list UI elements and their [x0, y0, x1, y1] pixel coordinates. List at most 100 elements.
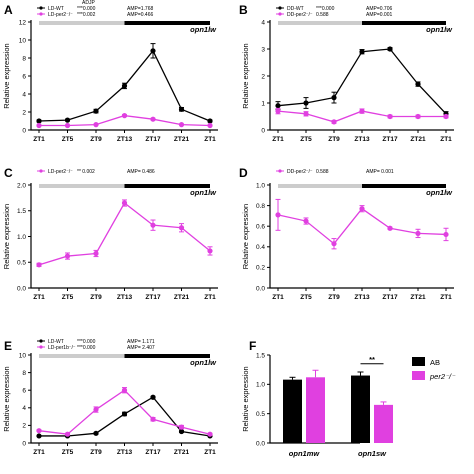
series-line	[39, 396, 211, 437]
panel-e: E 0 2 4 6 8 10 ZT1 ZT5 ZT9 ZT13 ZT17 ZT21 ZT1 Relative…	[2, 339, 218, 456]
x-tick-label: ZT17	[382, 136, 398, 143]
dark-phase-bar	[124, 21, 210, 25]
dark-phase-bar	[362, 184, 446, 188]
x-tick-label: ZT1	[272, 294, 284, 301]
x-tick-label: ZT13	[354, 294, 370, 301]
y-tick-label: 1	[261, 100, 265, 107]
data-point	[331, 95, 337, 101]
x-tick-label: ZT9	[90, 136, 102, 143]
panel-letter: C	[4, 166, 13, 180]
data-point	[178, 424, 185, 430]
y-tick-label: 1.0	[256, 182, 265, 189]
gene-label: opn1lw	[426, 25, 453, 34]
legend-amp: AMP= 0.486	[127, 169, 155, 175]
legend-series-name: LD-WT	[48, 339, 64, 345]
data-point	[64, 117, 71, 123]
data-point	[207, 431, 213, 437]
data-point	[359, 108, 365, 114]
light-phase-bar	[278, 184, 362, 188]
data-point	[331, 119, 337, 125]
bar	[283, 379, 302, 443]
data-point	[121, 83, 128, 89]
legend-swatch	[412, 357, 425, 366]
x-tick-label: ZT21	[174, 136, 190, 143]
legend-stat: ** 0.002	[77, 169, 95, 175]
data-point	[93, 430, 99, 436]
series-0	[36, 43, 213, 124]
data-point	[93, 122, 99, 128]
legend-series-name: LD-per2⁻/⁻	[48, 12, 73, 18]
data-point	[331, 241, 337, 247]
y-tick-label: 3	[261, 46, 265, 53]
legend-amp: AMP= 1.171	[127, 339, 155, 345]
light-phase-bar	[39, 184, 125, 188]
y-tick-label: 0.2	[256, 265, 265, 272]
legend-stat: ***0.000	[77, 339, 96, 345]
data-point	[64, 253, 71, 259]
legend-series-name: LD-per2⁻/⁻	[48, 169, 73, 175]
axis-lines	[30, 183, 218, 289]
panel-letter: B	[239, 3, 248, 17]
panel-c: C 0.0 0.5 1.0 1.5 2.0 ZT1 ZT5 ZT9 ZT13 ZT17 ZT21 ZT1…	[2, 166, 218, 301]
legend-series-name: per2⁻/⁻	[429, 372, 456, 381]
x-tick-label: ZT17	[145, 449, 161, 456]
y-tick-label: 1.5	[17, 208, 26, 215]
y-tick-label: 6	[22, 388, 26, 395]
legend-swatch	[412, 371, 425, 380]
legend-header: ADJP	[82, 0, 95, 6]
y-tick-label: 2	[22, 423, 26, 430]
y-tick-label: 0.0	[256, 440, 265, 447]
gene-label: opn1lw	[190, 188, 217, 197]
data-point	[150, 48, 156, 54]
data-point	[36, 428, 42, 434]
y-tick-label: 12	[19, 19, 27, 26]
data-point	[64, 431, 71, 437]
data-point	[36, 433, 42, 439]
y-axis-label: Relative expression	[241, 43, 250, 108]
y-tick-label: 2.0	[17, 182, 26, 189]
legend-amp: AMP=0.001	[366, 12, 392, 18]
data-point	[303, 218, 309, 224]
data-point	[93, 108, 99, 114]
legend-amp: AMP=0.466	[127, 12, 153, 18]
x-tick-label: ZT17	[382, 294, 398, 301]
legend-amp: AMP=0.706	[366, 6, 392, 12]
y-axis-label: Relative expression	[241, 366, 250, 431]
data-point	[121, 411, 128, 417]
y-tick-label: 4	[22, 91, 26, 98]
data-point	[415, 230, 421, 237]
data-point	[150, 394, 156, 400]
y-tick-label: 1.0	[256, 382, 265, 389]
y-tick-label: 0.8	[256, 203, 265, 210]
y-tick-label: 0	[22, 440, 26, 447]
series-0	[275, 46, 449, 117]
x-tick-label: ZT13	[117, 449, 133, 456]
data-point	[121, 387, 128, 393]
y-tick-label: 8	[22, 55, 26, 62]
series-1	[36, 387, 213, 437]
x-tick-label: ZT1	[440, 294, 452, 301]
y-tick-label: 2	[22, 109, 26, 116]
legend-amp: AMP= 2.407	[127, 345, 155, 351]
x-tick-label: ZT21	[410, 294, 426, 301]
data-point	[443, 231, 449, 238]
x-tick-label: ZT17	[145, 136, 161, 143]
legend-series-name: DD-per2⁻/⁻	[287, 12, 313, 18]
y-tick-label: 0.5	[256, 411, 265, 418]
y-tick-label: 0.0	[256, 285, 265, 292]
data-point	[275, 212, 281, 218]
legend-stat: 0.588	[316, 169, 329, 175]
y-tick-label: 1.5	[256, 352, 265, 359]
x-tick-label: ZT1	[272, 136, 284, 143]
x-tick-label: ZT9	[328, 294, 340, 301]
legend-stat: 0.588	[316, 12, 329, 18]
series-line	[277, 48, 447, 115]
x-tick-label: ZT1	[33, 136, 45, 143]
data-point	[387, 113, 393, 120]
panel-letter: D	[239, 166, 248, 180]
x-tick-label: ZT5	[300, 136, 312, 143]
data-point	[207, 248, 213, 254]
x-tick-label: ZT1	[204, 136, 216, 143]
y-tick-label: 0.6	[256, 224, 265, 231]
